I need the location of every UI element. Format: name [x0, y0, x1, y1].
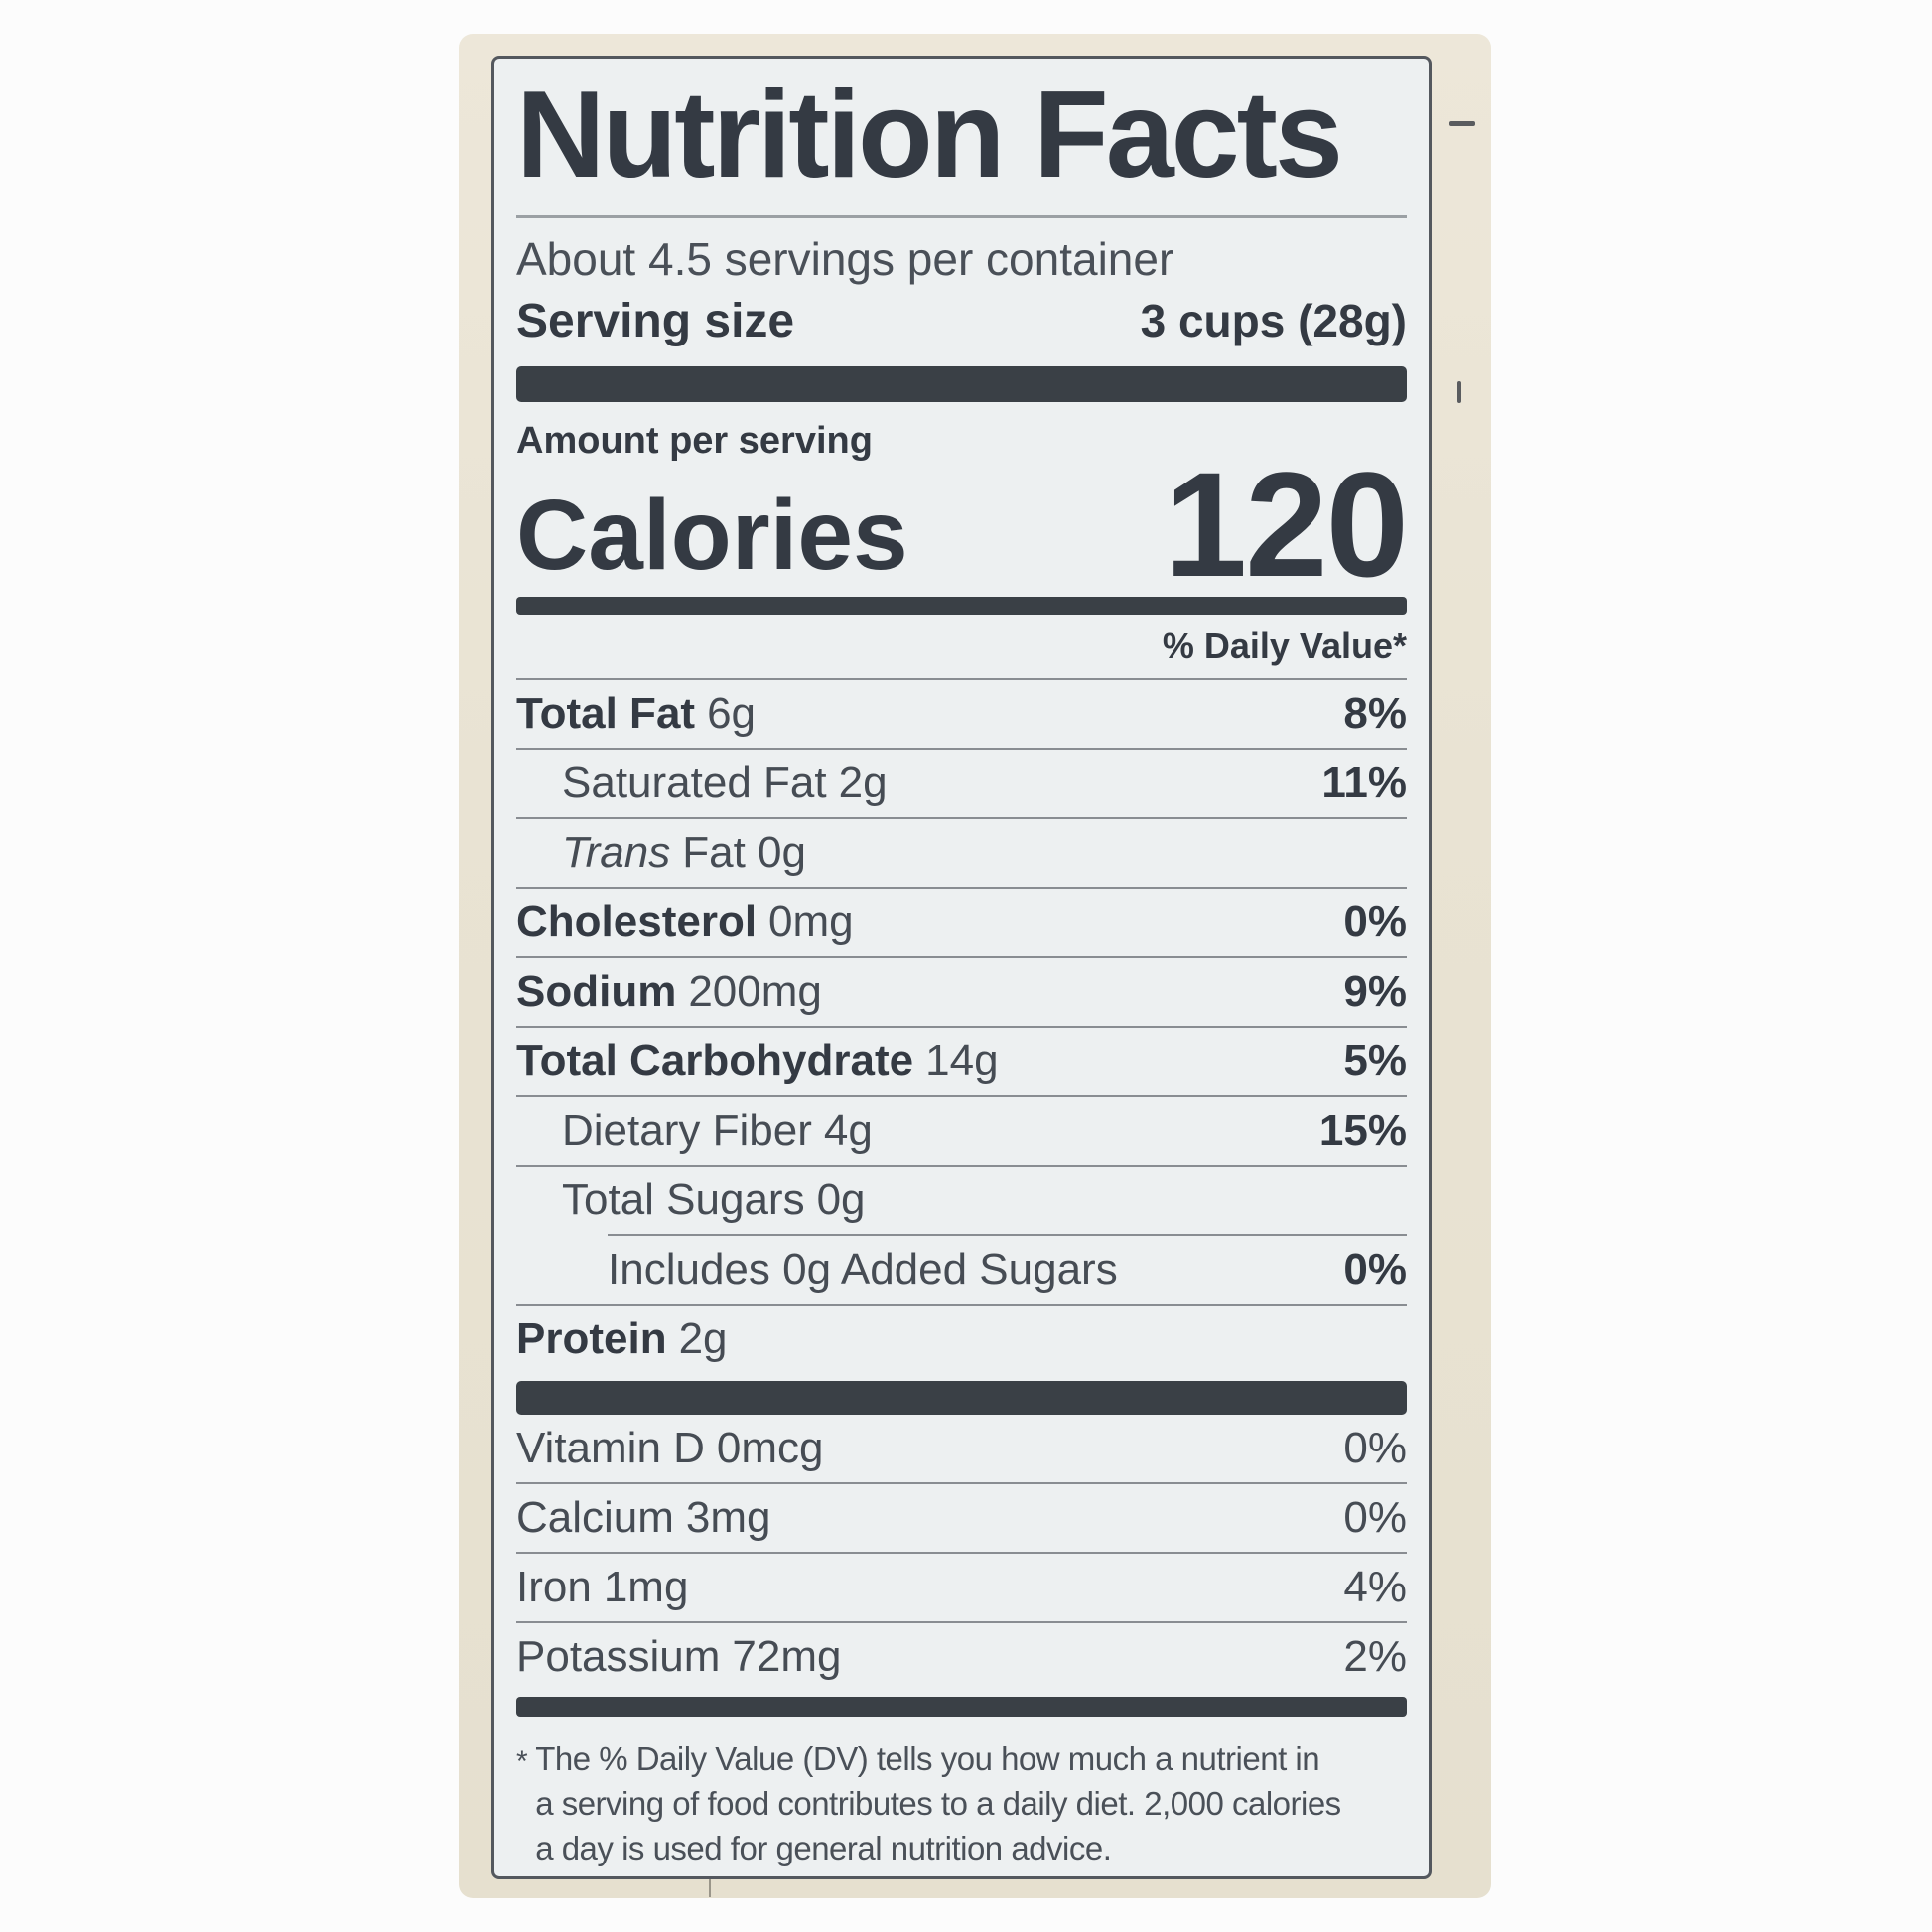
vitamin-row: Calcium 3mg 0%: [516, 1484, 1407, 1552]
nutrient-row: Trans Fat 0g: [516, 819, 1407, 887]
nutrient-row: Protein 2g: [516, 1306, 1407, 1373]
print-tick-mark: [1457, 381, 1461, 403]
divider: [516, 1095, 1407, 1098]
nutrient-dv: 9%: [1343, 967, 1407, 1017]
footnote-asterisk: *: [516, 1745, 528, 1779]
nutrient-row: Includes 0g Added Sugars 0%: [516, 1236, 1407, 1304]
nutrient-name: Protein: [516, 1314, 667, 1364]
footnote: * The % Daily Value (DV) tells you how m…: [516, 1736, 1407, 1870]
serving-size-value: 3 cups (28g): [1140, 295, 1407, 347]
vitamin-dv: 0%: [1343, 1493, 1407, 1543]
nutrient-name: Total Sugars: [562, 1175, 805, 1225]
print-tick-mark: [1449, 121, 1475, 126]
nutrient-amount: Fat 0g: [682, 828, 806, 878]
vitamin-amount: 1mg: [603, 1563, 689, 1612]
footnote-line: The % Daily Value (DV) tells you how muc…: [535, 1740, 1320, 1778]
vitamin-dv: 2%: [1343, 1632, 1407, 1682]
nutrient-amount: 2g: [838, 759, 888, 808]
vitamin-dv: 0%: [1343, 1424, 1407, 1473]
divider: [516, 678, 1407, 681]
serving-size-row: Serving size 3 cups (28g): [516, 292, 1407, 350]
vitamin-name: Iron: [516, 1563, 592, 1612]
nutrient-row: Sodium 200mg 9%: [516, 958, 1407, 1026]
divider: [516, 956, 1407, 959]
nutrient-dv: 8%: [1343, 689, 1407, 739]
panel-title: Nutrition Facts: [516, 67, 1343, 204]
nutrient-row: Saturated Fat 2g 11%: [516, 750, 1407, 817]
vitamin-amount: 72mg: [732, 1632, 842, 1682]
nutrient-row: Cholesterol 0mg 0%: [516, 889, 1407, 956]
divider: [516, 1304, 1407, 1307]
serving-size-label: Serving size: [516, 295, 795, 348]
nutrient-amount: 200mg: [688, 967, 822, 1017]
nutrient-amount: 0g: [816, 1175, 866, 1225]
nutrient-amount: 4g: [823, 1106, 873, 1156]
bag-crease: [709, 1879, 711, 1897]
calories-row: Calories 120: [516, 450, 1409, 598]
nutrient-name: Total Fat: [516, 689, 696, 739]
divider: [516, 1621, 1407, 1624]
divider: [516, 1482, 1407, 1485]
divider: [516, 1552, 1407, 1555]
nutrient-dv: 0%: [1343, 1245, 1407, 1295]
amount-per-serving: Amount per serving: [516, 420, 873, 463]
vitamin-amount: 0mcg: [716, 1424, 824, 1473]
divider: [608, 1234, 1407, 1237]
section-bar: [516, 1381, 1407, 1416]
vitamin-name: Potassium: [516, 1632, 721, 1682]
nutrient-name: Saturated Fat: [562, 759, 827, 808]
vitamin-row: Potassium 72mg 2%: [516, 1623, 1407, 1691]
section-bar: [516, 1697, 1407, 1718]
nutrient-amount: 14g: [925, 1036, 999, 1086]
nutrient-name: Includes 0g Added Sugars: [608, 1245, 1118, 1295]
calories-value: 120: [1164, 440, 1409, 608]
servings-per-container: About 4.5 servings per container: [516, 233, 1174, 286]
section-bar: [516, 366, 1407, 403]
nutrient-name: Trans: [562, 828, 671, 878]
nutrient-amount: 0mg: [768, 897, 854, 947]
divider: [516, 817, 1407, 820]
divider: [516, 215, 1407, 219]
section-bar: [516, 597, 1407, 616]
nutrient-name: Dietary Fiber: [562, 1106, 812, 1156]
nutrient-amount: 2g: [678, 1314, 728, 1364]
divider: [516, 887, 1407, 890]
vitamin-amount: 3mg: [685, 1493, 771, 1543]
vitamin-name: Vitamin D: [516, 1424, 705, 1473]
nutrient-dv: 0%: [1343, 897, 1407, 947]
nutrient-row: Dietary Fiber 4g 15%: [516, 1097, 1407, 1165]
vitamin-name: Calcium: [516, 1493, 674, 1543]
vitamin-dv: 4%: [1343, 1563, 1407, 1612]
nutrient-row: Total Carbohydrate 14g 5%: [516, 1028, 1407, 1095]
calories-label: Calories: [516, 480, 908, 592]
nutrient-dv: 15%: [1318, 1106, 1407, 1156]
divider: [516, 1165, 1407, 1168]
nutrient-name: Total Carbohydrate: [516, 1036, 914, 1086]
nutrition-facts-panel: Nutrition Facts About 4.5 servings per c…: [491, 56, 1432, 1879]
nutrient-name: Cholesterol: [516, 897, 758, 947]
vitamin-row: Vitamin D 0mcg 0%: [516, 1415, 1407, 1482]
nutrient-row: Total Fat 6g 8%: [516, 680, 1407, 748]
daily-value-header: % Daily Value*: [1162, 625, 1407, 667]
divider: [516, 748, 1407, 751]
nutrient-dv: 11%: [1321, 759, 1407, 808]
vitamin-row: Iron 1mg 4%: [516, 1554, 1407, 1621]
nutrient-name: Sodium: [516, 967, 677, 1017]
footnote-line: a serving of food contributes to a daily…: [535, 1785, 1341, 1823]
divider: [516, 1026, 1407, 1029]
nutrient-dv: 5%: [1343, 1036, 1407, 1086]
footnote-line: a day is used for general nutrition advi…: [535, 1830, 1112, 1867]
nutrient-amount: 6g: [707, 689, 757, 739]
nutrient-row: Total Sugars 0g: [516, 1167, 1407, 1234]
